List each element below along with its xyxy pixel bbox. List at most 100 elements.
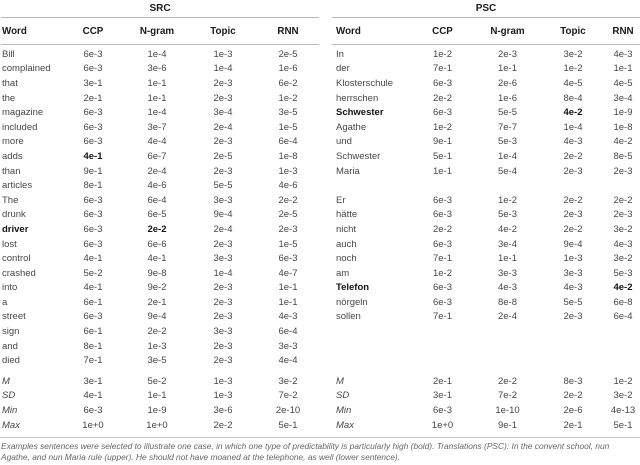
- value-cell: 8e-1: [83, 340, 103, 352]
- table-row: crashed 5e-2 9e-8 1e-4 4e-7: [1, 266, 319, 281]
- value-cell: 6e-3: [83, 48, 103, 60]
- value-cell: 3e-3: [563, 267, 583, 279]
- table-row: Min 6e-3 1e-9 3e-6 2e-10: [1, 403, 319, 418]
- value-cell: 4e-3: [278, 311, 298, 323]
- src-header-row: Word CCP N-gram Topic RNN: [1, 18, 319, 44]
- value-cell: 6e-3: [432, 296, 452, 308]
- table-row: adds 4e-1 6e-7 2e-5 1e-8: [1, 149, 319, 164]
- table-row: complained 6e-3 3e-6 1e-4 1e-6: [1, 62, 319, 77]
- value-cell: 1e-2: [432, 48, 452, 60]
- value-cell: 9e-1: [83, 165, 103, 177]
- value-cell: 2e-2: [563, 390, 583, 402]
- value-cell: 1e-8: [278, 150, 298, 162]
- word-cell: the: [2, 92, 16, 104]
- word-cell: M: [2, 375, 10, 387]
- value-cell: 2e-2: [147, 326, 167, 338]
- value-cell: 2e-5: [278, 48, 298, 60]
- value-cell: 1e-9: [147, 405, 167, 417]
- value-cell: 6e-3: [83, 223, 103, 235]
- table-row: M 2e-1 2e-2 8e-3 1e-2: [332, 374, 640, 389]
- value-cell: 4e-4: [147, 136, 167, 148]
- value-cell: 4e-3: [563, 282, 583, 294]
- value-cell: 1e-4: [213, 267, 233, 279]
- value-cell: 3e-5: [278, 107, 298, 119]
- word-cell: lost: [2, 238, 17, 250]
- value-cell: 5e-5: [213, 180, 233, 192]
- table-row: driver 6e-3 2e-2 2e-4 2e-3: [1, 222, 319, 237]
- value-cell: 6e-4: [147, 194, 167, 206]
- column-header-ngram: N-gram: [139, 25, 175, 37]
- value-cell: 6e-1: [83, 296, 103, 308]
- src-rows: Bill 6e-3 1e-4 1e-3 2e-5 complained 6e-3 3e-6 1e…: [1, 45, 319, 368]
- value-cell: 5e-1: [432, 150, 452, 162]
- value-cell: 2e-3: [213, 296, 233, 308]
- value-cell: 1e-3: [213, 48, 233, 60]
- value-cell: 4e-6: [147, 180, 167, 192]
- value-cell: 9e-8: [147, 267, 167, 279]
- word-cell: sollen: [336, 311, 361, 323]
- word-cell: Maria: [336, 165, 360, 177]
- word-cell: auch: [336, 238, 357, 250]
- value-cell: 4e-6: [278, 180, 298, 192]
- value-cell: 1e-8: [613, 121, 633, 133]
- value-cell: 4e-1: [147, 253, 167, 265]
- table-row: hätte 6e-3 5e-3 2e-3 2e-3: [332, 208, 640, 223]
- value-cell: 3e-6: [213, 405, 233, 417]
- word-cell: and: [2, 340, 18, 352]
- word-cell: SD: [2, 390, 16, 402]
- value-cell: 1e+0: [431, 419, 454, 431]
- value-cell: 6e-4: [613, 311, 633, 323]
- value-cell: 5e-2: [147, 375, 167, 387]
- table-row: that 3e-1 1e-1 2e-3 6e-2: [1, 76, 319, 91]
- divider: [332, 44, 640, 45]
- table-row: M 3e-1 5e-2 1e-3 3e-2: [1, 374, 319, 389]
- value-cell: 2e-2: [432, 92, 452, 104]
- word-cell: magazine: [2, 107, 44, 119]
- divider: [332, 17, 640, 18]
- value-cell: 2e-2: [563, 223, 583, 235]
- divider: [1, 17, 319, 18]
- value-cell: 1e-2: [497, 194, 517, 206]
- value-cell: 2e-5: [213, 150, 233, 162]
- word-cell: than: [2, 165, 21, 177]
- value-cell: 2e-3: [213, 92, 233, 104]
- value-cell: 3e-3: [213, 194, 233, 206]
- word-cell: hätte: [336, 209, 358, 221]
- value-cell: 1e-1: [147, 77, 167, 89]
- value-cell: 1e-4: [497, 150, 517, 162]
- src-table-title: SRC: [149, 3, 171, 14]
- table-row: and 8e-1 1e-3 2e-3 3e-3: [1, 339, 319, 354]
- value-cell: 6e-3: [432, 209, 452, 221]
- value-cell: 2e-3: [613, 165, 633, 177]
- word-cell: nicht: [336, 223, 357, 235]
- value-cell: 4e-3: [613, 238, 633, 250]
- value-cell: 7e-7: [497, 121, 517, 133]
- value-cell: 3e-2: [563, 48, 583, 60]
- value-cell: 5e-3: [497, 209, 517, 221]
- value-cell: 3e-5: [147, 355, 167, 367]
- value-cell: 4e-1: [83, 253, 103, 265]
- value-cell: 1e-5: [278, 121, 298, 133]
- column-header-word: Word: [336, 25, 361, 37]
- value-cell: 6e-3: [278, 253, 298, 265]
- word-cell: into: [2, 282, 18, 294]
- value-cell: 1e-1: [613, 63, 633, 75]
- table-row: The 6e-3 6e-4 3e-3 2e-2: [1, 193, 319, 208]
- table-row: Telefon 6e-3 4e-3 4e-3 4e-2: [332, 281, 640, 296]
- value-cell: 9e-4: [563, 238, 583, 250]
- word-cell: Max: [336, 419, 354, 431]
- value-cell: 2e-4: [213, 223, 233, 235]
- table-row: SD 3e-1 7e-2 2e-2 3e-2: [332, 389, 640, 404]
- value-cell: 2e-3: [563, 165, 583, 177]
- value-cell: 1e-1: [278, 282, 298, 294]
- value-cell: 8e-1: [83, 180, 103, 192]
- value-cell: 2e-2: [563, 194, 583, 206]
- value-cell: 6e-3: [83, 194, 103, 206]
- table-row: lost 6e-3 6e-6 2e-3 1e-5: [1, 237, 319, 252]
- value-cell: 6e-3: [83, 311, 103, 323]
- word-cell: noch: [336, 253, 357, 265]
- value-cell: 2e-3: [213, 311, 233, 323]
- divider: [1, 44, 319, 45]
- value-cell: 9e-1: [497, 419, 517, 431]
- value-cell: 3e-2: [613, 223, 633, 235]
